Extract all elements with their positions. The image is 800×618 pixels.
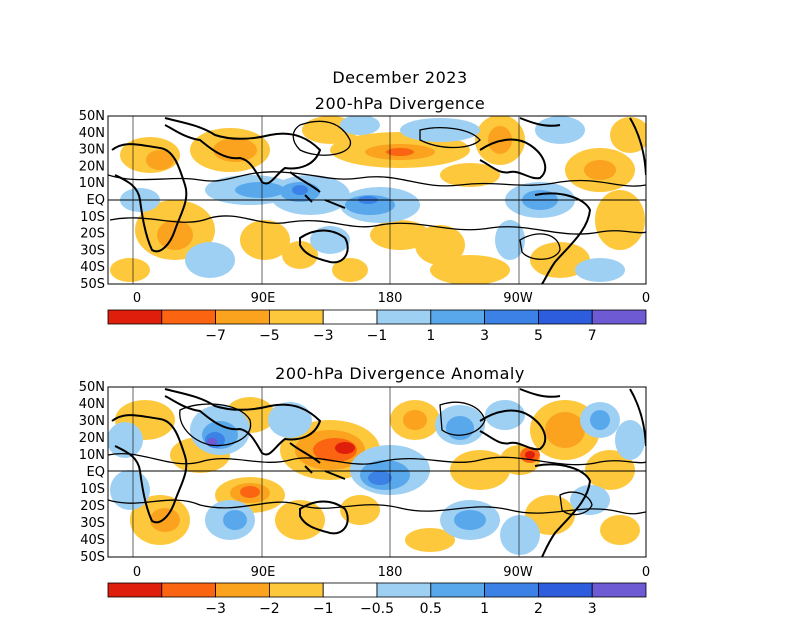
lon-tick-label: 0: [133, 565, 141, 580]
lat-tick-label: 20N: [79, 159, 105, 174]
lat-tick-label: 20S: [80, 499, 105, 514]
panel2-title: 200-hPa Divergence Anomaly: [275, 364, 525, 383]
lat-tick-label: 20S: [80, 227, 105, 242]
lat-tick-label: 30S: [80, 243, 105, 258]
lon-tick-label: 90W: [503, 291, 533, 306]
colorbar-swatch: [268, 582, 324, 598]
colorbar-label: −1: [313, 601, 334, 617]
lon-tick-label: 180: [378, 291, 403, 306]
colorbar-label: 0.5: [420, 601, 442, 617]
lat-tick-label: 10S: [80, 482, 105, 497]
grid-lines-anomaly: [108, 387, 646, 557]
colorbar-label: 1: [426, 328, 435, 344]
colorbar-swatch: [215, 309, 270, 325]
lat-tick-label: 40N: [79, 126, 105, 141]
colorbar-label: −0.5: [360, 601, 394, 617]
lon-tick-label: 0: [642, 291, 650, 306]
colorbar-label: 5: [534, 328, 543, 344]
colorbar-label: −3: [205, 601, 226, 617]
colorbar-label: −2: [259, 601, 280, 617]
colorbar-swatch: [430, 582, 485, 598]
lat-tick-label: 20N: [79, 431, 105, 446]
lat-tick-label: 30N: [79, 414, 105, 429]
colorbar-label: −1: [367, 328, 388, 344]
colorbar-swatch: [161, 309, 217, 325]
colorbar-swatch: [376, 309, 432, 325]
colorbar-swatch: [538, 309, 593, 325]
lon-tick-label: 180: [378, 565, 403, 580]
colorbar-swatch: [322, 309, 378, 325]
lat-tick-label: 40S: [80, 533, 105, 548]
lat-tick-label: 50N: [79, 380, 105, 395]
divergence-anomaly-map: [107, 386, 647, 558]
lon-tick-label: 90E: [251, 565, 276, 580]
figure-title: December 2023: [332, 68, 468, 87]
colorbar-label: −5: [259, 328, 280, 344]
colorbar-swatch: [376, 582, 432, 598]
lat-tick-label: 50S: [80, 550, 105, 565]
divergence-map: [107, 115, 647, 285]
lat-tick-label: 10N: [79, 448, 105, 463]
colorbar-swatch: [322, 582, 378, 598]
colorbar-label: −3: [313, 328, 334, 344]
anomaly-shading: [108, 397, 646, 555]
colorbar-swatch: [591, 309, 647, 325]
lat-tick-label: 10N: [79, 176, 105, 191]
colorbar-swatch: [484, 309, 539, 325]
lon-tick-label: 0: [133, 291, 141, 306]
colorbar-swatch: [591, 582, 647, 598]
lat-tick-label: 10S: [80, 210, 105, 225]
colorbar-label: 7: [588, 328, 597, 344]
colorbar-swatch: [538, 582, 593, 598]
panel1-title: 200-hPa Divergence: [314, 94, 486, 113]
colorbar-swatch: [268, 309, 324, 325]
lat-tick-label: 40S: [80, 260, 105, 275]
colorbar-label: 3: [480, 328, 489, 344]
lon-tick-label: 90W: [503, 565, 533, 580]
lat-tick-label: EQ: [87, 465, 105, 480]
lon-tick-label: 90E: [251, 291, 276, 306]
colorbar-swatch: [161, 582, 217, 598]
divergence-shading: [108, 116, 646, 284]
lat-tick-label: 40N: [79, 397, 105, 412]
colorbar-swatch: [215, 582, 270, 598]
lat-tick-label: EQ: [87, 193, 105, 208]
colorbar-swatch: [484, 582, 539, 598]
colorbar-swatch: [107, 582, 163, 598]
lon-tick-label: 0: [642, 565, 650, 580]
grid-lines: [108, 116, 646, 284]
lat-tick-label: 30N: [79, 143, 105, 158]
coastlines: [111, 117, 646, 284]
colorbar-label: 3: [588, 601, 597, 617]
lat-tick-label: 30S: [80, 516, 105, 531]
colorbar-swatch: [107, 309, 163, 325]
lat-tick-label: 50N: [79, 109, 105, 124]
colorbar-label: −7: [205, 328, 226, 344]
colorbar-label: 2: [534, 601, 543, 617]
colorbar-swatch: [430, 309, 485, 325]
lat-tick-label: 50S: [80, 277, 105, 292]
colorbar-label: 1: [480, 601, 489, 617]
